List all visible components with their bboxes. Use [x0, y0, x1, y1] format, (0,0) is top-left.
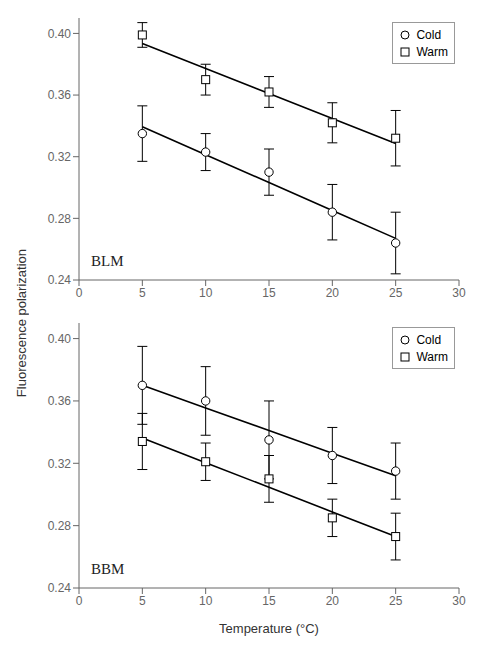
svg-text:15: 15: [262, 594, 276, 608]
svg-text:0.36: 0.36: [48, 394, 72, 408]
svg-text:20: 20: [326, 286, 340, 300]
svg-text:30: 30: [452, 594, 466, 608]
svg-text:0.40: 0.40: [48, 332, 72, 346]
svg-text:15: 15: [262, 286, 276, 300]
html-text:Warm: Warm: [416, 349, 448, 364]
html-text:BBM: BBM: [91, 561, 125, 577]
svg-text:5: 5: [139, 286, 146, 300]
svg-text:30: 30: [452, 286, 466, 300]
svg-text:20: 20: [326, 594, 340, 608]
html-text:Fluorescence polarization: Fluorescence polarization: [13, 248, 29, 398]
svg-text:0.36: 0.36: [48, 88, 72, 102]
html-text:BLM: BLM: [91, 253, 124, 269]
svg-text:25: 25: [389, 594, 403, 608]
html-text:Cold: Cold: [416, 27, 442, 42]
svg-text:0.32: 0.32: [48, 457, 72, 471]
html-text:Cold: Cold: [416, 332, 442, 347]
svg-text:0.24: 0.24: [48, 273, 72, 287]
svg-text:Temperature (°C): Temperature (°C): [219, 621, 319, 636]
svg-text:10: 10: [199, 286, 213, 300]
svg-text:0.28: 0.28: [48, 519, 72, 533]
svg-text:0: 0: [76, 286, 83, 300]
svg-text:0.24: 0.24: [48, 581, 72, 595]
html-text:Warm: Warm: [416, 44, 448, 59]
svg-text:0.32: 0.32: [48, 150, 72, 164]
svg-text:10: 10: [199, 594, 213, 608]
svg-text:0.40: 0.40: [48, 27, 72, 41]
svg-text:25: 25: [389, 286, 403, 300]
svg-text:0.28: 0.28: [48, 212, 72, 226]
svg-text:5: 5: [139, 594, 146, 608]
svg-text:0: 0: [76, 594, 83, 608]
